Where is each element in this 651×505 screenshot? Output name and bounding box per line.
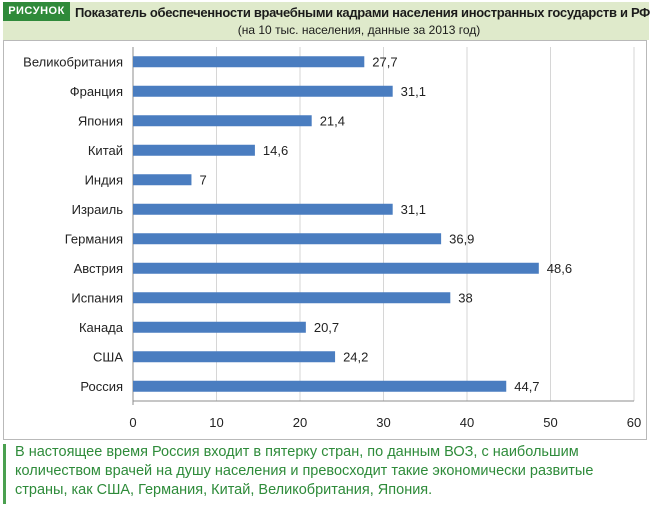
- footer-note: В настоящее время Россия входит в пятерк…: [3, 440, 649, 505]
- value-label-3: 14,6: [263, 143, 288, 158]
- bar-chart: 0 10 20 30 40 50 60 Великобритания 27,7 Франция 31…: [23, 47, 641, 430]
- x-tick-label-1: 10: [209, 415, 223, 430]
- bar-2: [133, 115, 312, 127]
- value-label-0: 27,7: [372, 54, 397, 69]
- value-label-9: 20,7: [314, 320, 339, 335]
- bar-0: [133, 56, 365, 68]
- value-label-2: 21,4: [320, 113, 345, 128]
- x-tick-label-2: 20: [293, 415, 307, 430]
- x-tick-label-3: 30: [376, 415, 390, 430]
- value-label-6: 36,9: [449, 231, 474, 246]
- category-label-9: Канада: [79, 320, 124, 335]
- bar-7: [133, 262, 539, 274]
- category-label-3: Китай: [88, 143, 123, 158]
- x-tick-label-6: 60: [627, 415, 641, 430]
- category-label-7: Австрия: [74, 261, 123, 276]
- category-label-2: Япония: [78, 113, 123, 128]
- value-label-8: 38: [458, 290, 472, 305]
- value-label-1: 31,1: [401, 84, 426, 99]
- category-label-4: Индия: [85, 172, 123, 187]
- value-label-10: 24,2: [343, 349, 368, 364]
- value-label-7: 48,6: [547, 261, 572, 276]
- category-label-5: Израиль: [72, 202, 124, 217]
- category-label-0: Великобритания: [23, 54, 123, 69]
- chart-subtitle: (на 10 тыс. населения, данные за 2013 го…: [237, 23, 481, 37]
- chart-area: 0 10 20 30 40 50 60 Великобритания 27,7 Франция 31…: [3, 40, 647, 440]
- bar-1: [133, 85, 393, 97]
- bar-8: [133, 292, 451, 304]
- value-label-4: 7: [199, 172, 206, 187]
- bar-9: [133, 321, 306, 333]
- value-label-5: 31,1: [401, 202, 426, 217]
- chart-title: Показатель обеспеченности врачебными кад…: [75, 5, 650, 20]
- bar-5: [133, 203, 393, 215]
- figure-badge: РИСУНОК: [3, 2, 70, 21]
- footer-accent-bar: [3, 444, 6, 504]
- category-label-11: Россия: [80, 379, 123, 394]
- x-tick-label-0: 0: [129, 415, 136, 430]
- footer-text: В настоящее время Россия входит в пятерк…: [15, 444, 594, 498]
- value-label-11: 44,7: [514, 379, 539, 394]
- category-label-8: Испания: [71, 290, 123, 305]
- bar-4: [133, 174, 192, 186]
- bar-6: [133, 233, 442, 245]
- figure-header: РИСУНОК Показатель обеспеченности врачеб…: [3, 2, 650, 40]
- category-label-6: Германия: [65, 231, 123, 246]
- bar-11: [133, 380, 507, 392]
- x-tick-label-4: 40: [460, 415, 474, 430]
- x-tick-label-5: 50: [543, 415, 557, 430]
- category-label-1: Франция: [70, 84, 123, 99]
- bar-10: [133, 351, 336, 363]
- bar-3: [133, 144, 255, 156]
- category-label-10: США: [93, 349, 123, 364]
